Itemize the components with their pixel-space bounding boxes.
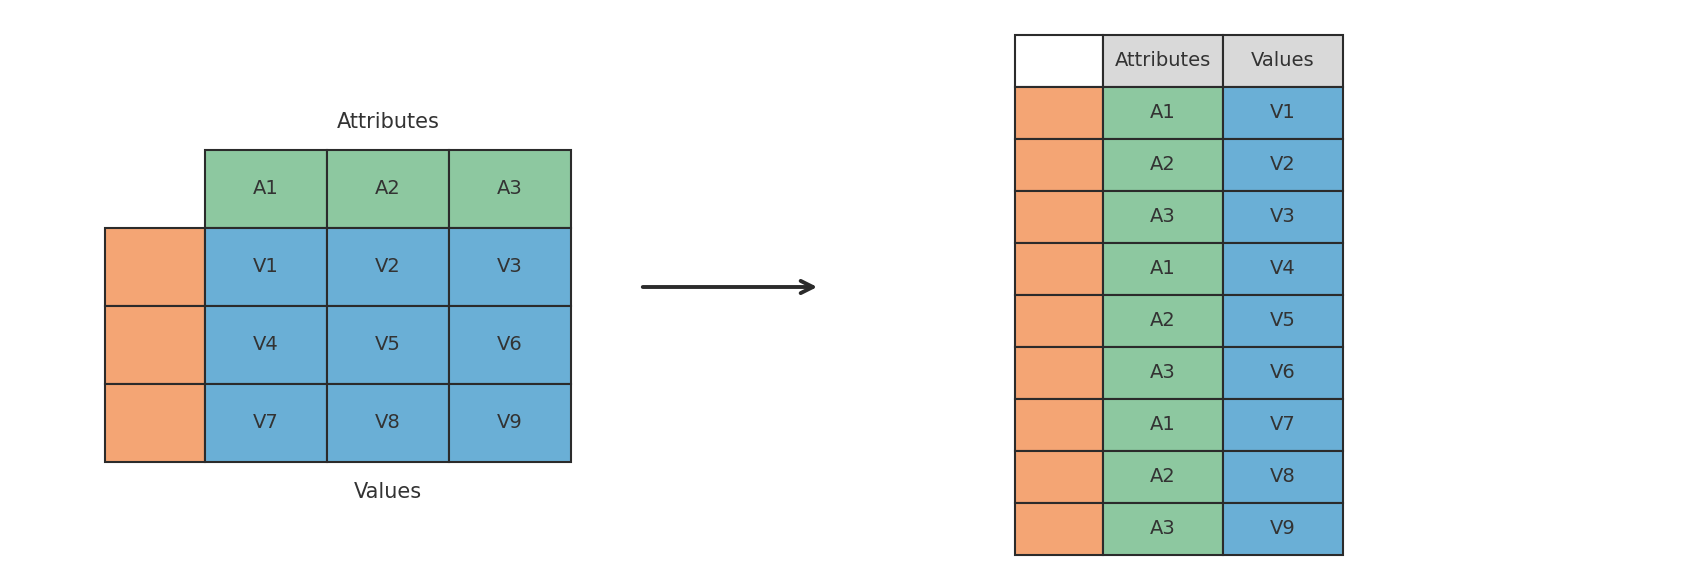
Text: Values: Values [1251, 52, 1315, 70]
Bar [449, 384, 571, 462]
Text: V4: V4 [1270, 260, 1297, 278]
Text: A3: A3 [497, 179, 522, 198]
Text: V2: V2 [375, 257, 402, 277]
Bar [205, 306, 327, 384]
Text: A1: A1 [1151, 415, 1176, 434]
Bar [1224, 347, 1342, 399]
Bar [327, 384, 449, 462]
Text: V1: V1 [1270, 104, 1297, 123]
Text: A1: A1 [1151, 104, 1176, 123]
Bar [327, 306, 449, 384]
Text: A1: A1 [1151, 260, 1176, 278]
Bar [105, 384, 205, 462]
Bar [1224, 243, 1342, 295]
Bar [1224, 295, 1342, 347]
Text: V9: V9 [1270, 520, 1297, 539]
Bar [1015, 295, 1103, 347]
Text: V4: V4 [253, 336, 280, 355]
Text: A1: A1 [253, 179, 280, 198]
Bar [327, 150, 449, 228]
Bar [1224, 87, 1342, 139]
Text: V8: V8 [375, 414, 402, 433]
Bar [1015, 35, 1103, 87]
Text: V6: V6 [1270, 363, 1297, 383]
Text: A3: A3 [1151, 520, 1176, 539]
Bar [1103, 191, 1224, 243]
Text: V7: V7 [253, 414, 280, 433]
Text: A3: A3 [1151, 363, 1176, 383]
Bar [1224, 139, 1342, 191]
Text: V1: V1 [253, 257, 280, 277]
Bar [205, 228, 327, 306]
Text: A3: A3 [1151, 207, 1176, 226]
Text: Attributes: Attributes [1115, 52, 1212, 70]
Bar [1103, 399, 1224, 451]
Text: A2: A2 [1151, 468, 1176, 486]
Bar [1224, 35, 1342, 87]
Bar [1015, 347, 1103, 399]
Bar [449, 228, 571, 306]
Bar [1103, 295, 1224, 347]
Bar [1015, 191, 1103, 243]
Bar [1015, 451, 1103, 503]
Bar [449, 150, 571, 228]
Text: A2: A2 [375, 179, 402, 198]
Text: V2: V2 [1270, 155, 1297, 175]
Bar [205, 384, 327, 462]
Bar [1103, 87, 1224, 139]
Bar [1224, 399, 1342, 451]
Bar [1103, 35, 1224, 87]
Bar [1103, 451, 1224, 503]
Text: V9: V9 [497, 414, 522, 433]
Bar [1015, 399, 1103, 451]
Text: V3: V3 [497, 257, 522, 277]
Bar [1015, 503, 1103, 555]
Text: V8: V8 [1270, 468, 1297, 486]
Text: A2: A2 [1151, 155, 1176, 175]
Bar [1015, 243, 1103, 295]
Text: Values: Values [354, 482, 422, 502]
Bar [1103, 139, 1224, 191]
Bar [1015, 139, 1103, 191]
Bar [1224, 503, 1342, 555]
Text: V6: V6 [497, 336, 522, 355]
Bar [327, 228, 449, 306]
Bar [1103, 243, 1224, 295]
Text: V5: V5 [375, 336, 402, 355]
Bar [105, 306, 205, 384]
Bar [105, 228, 205, 306]
Text: V3: V3 [1270, 207, 1297, 226]
Bar [1224, 451, 1342, 503]
Bar [1224, 191, 1342, 243]
Bar [1103, 347, 1224, 399]
Bar [205, 150, 327, 228]
Text: V7: V7 [1270, 415, 1297, 434]
Bar [1103, 503, 1224, 555]
Bar [449, 306, 571, 384]
Text: Attributes: Attributes [337, 112, 439, 132]
Text: A2: A2 [1151, 312, 1176, 331]
Bar [1015, 87, 1103, 139]
Text: V5: V5 [1270, 312, 1297, 331]
